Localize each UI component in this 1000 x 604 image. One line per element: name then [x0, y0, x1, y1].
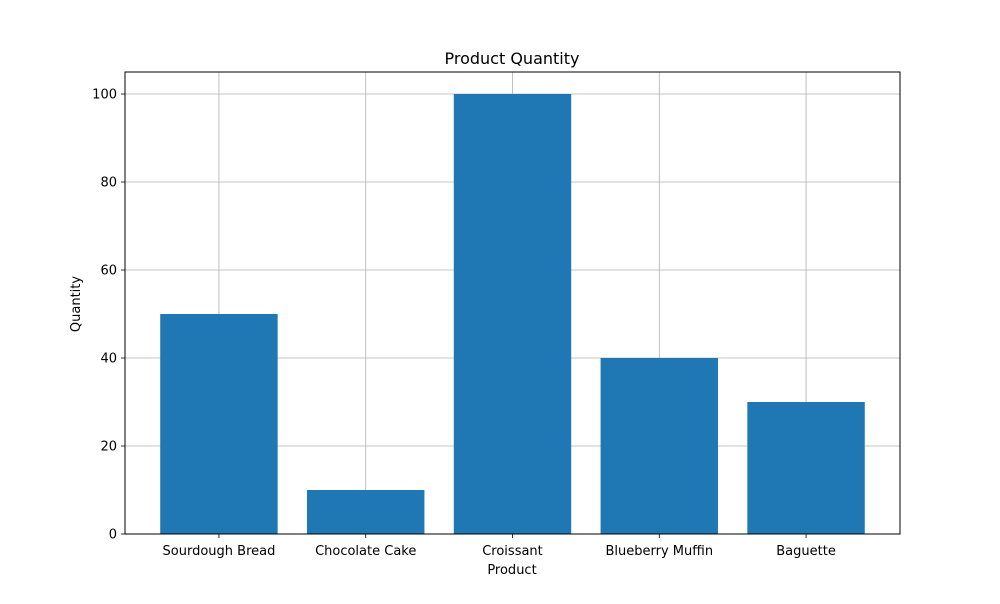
x-tick-label: Blueberry Muffin [605, 544, 713, 559]
x-tick-label: Chocolate Cake [315, 544, 416, 559]
y-tick-label: 20 [100, 440, 117, 455]
bar-blueberry-muffin [600, 358, 718, 534]
x-tick-label: Sourdough Bread [163, 544, 276, 559]
y-tick-label: 60 [100, 264, 117, 279]
y-tick-label: 100 [92, 88, 117, 103]
bar-chocolate-cake [307, 490, 425, 534]
y-tick-label: 40 [100, 352, 117, 367]
bar-sourdough-bread [160, 314, 278, 534]
x-tick-label: Croissant [482, 544, 543, 559]
x-tick-label: Baguette [776, 544, 836, 559]
y-tick-label: 0 [109, 528, 117, 543]
chart-title: Product Quantity [445, 49, 580, 68]
y-tick-label: 80 [100, 176, 117, 191]
bar-croissant [453, 94, 572, 534]
y-axis-label: Quantity [69, 276, 84, 332]
bar-baguette [747, 402, 865, 534]
bars-layer [160, 94, 865, 534]
x-axis-label: Product [487, 563, 536, 578]
ticks-layer: 0 20 40 60 80 100 Sourdough Bread Chocolate Cak… [92, 88, 836, 560]
